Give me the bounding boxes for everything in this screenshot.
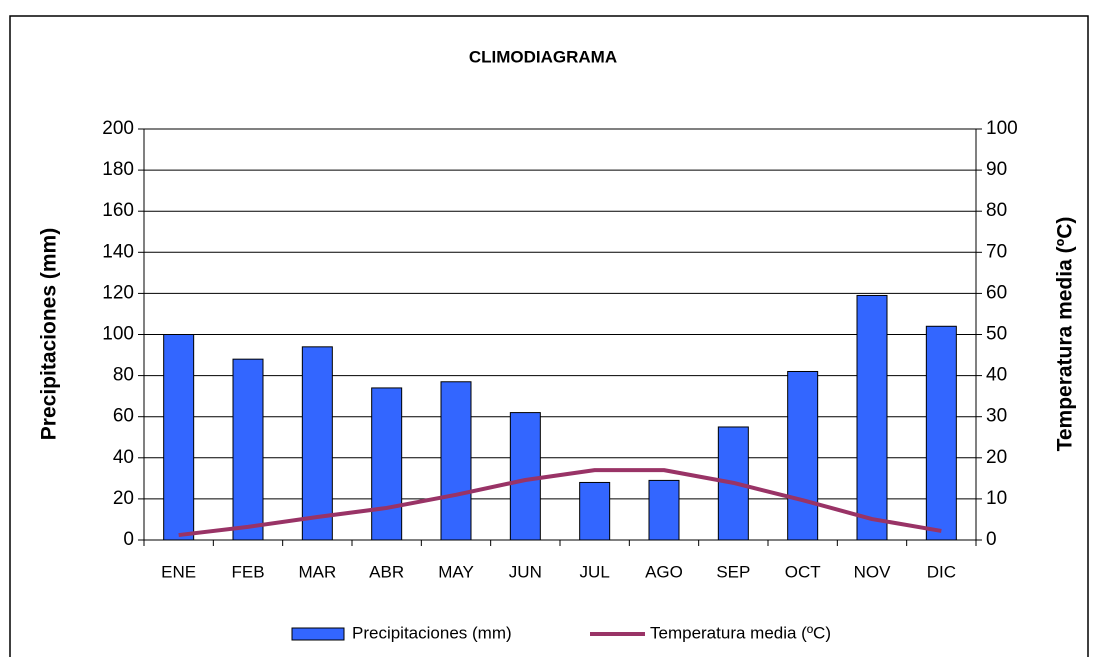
y2-tick-label: 50 <box>986 324 1007 345</box>
y-tick-label: 120 <box>102 282 134 303</box>
y-tick-label: 80 <box>113 365 134 386</box>
line <box>178 468 942 538</box>
bar <box>163 334 195 541</box>
y2-tick-label: 60 <box>986 282 1007 303</box>
x-tick-label: DIC <box>927 562 956 581</box>
x-tick-label: SEP <box>716 562 750 581</box>
y2-tick-label: 40 <box>986 365 1007 386</box>
y2-tick-label: 0 <box>986 529 997 550</box>
y-tick-label: 160 <box>102 200 134 221</box>
x-tick-label: AGO <box>645 562 683 581</box>
y-tick-label: 100 <box>102 324 134 345</box>
y2-tick-label: 20 <box>986 447 1007 468</box>
bar <box>787 370 819 541</box>
y-tick-label: 180 <box>102 159 134 180</box>
bar <box>925 325 957 541</box>
y2-tick-label: 70 <box>986 241 1007 262</box>
y-tick-label: 60 <box>113 406 134 427</box>
bar <box>371 387 403 541</box>
y2-tick-label: 90 <box>986 159 1007 180</box>
y-tick-label: 140 <box>102 241 134 262</box>
x-tick-label: JUN <box>509 562 542 581</box>
y2-tick-label: 10 <box>986 488 1007 509</box>
bar <box>232 358 264 541</box>
y-axis-title: Precipitaciones (mm) <box>38 228 61 440</box>
x-tick-label: MAR <box>298 562 336 581</box>
x-tick-label: ABR <box>369 562 404 581</box>
x-tick-label: FEB <box>231 562 264 581</box>
chart-title: CLIMODIAGRAMA <box>469 47 617 66</box>
x-tick-label: NOV <box>854 562 892 581</box>
bar <box>509 412 541 541</box>
y-tick-label: 20 <box>113 488 134 509</box>
x-tick-label: MAY <box>438 562 474 581</box>
x-tick-label: ENE <box>161 562 196 581</box>
y2-tick-label: 30 <box>986 406 1007 427</box>
bar <box>648 479 680 541</box>
bar <box>440 381 472 541</box>
bar <box>856 294 888 541</box>
y-tick-label: 40 <box>113 447 134 468</box>
legend-label: Temperatura media (ºC) <box>650 623 831 642</box>
y-tick-label: 200 <box>102 118 134 139</box>
y2-axis-title: Temperatura media (ºC) <box>1054 217 1077 452</box>
y2-tick-label: 80 <box>986 200 1007 221</box>
bar <box>579 481 611 541</box>
x-tick-label: OCT <box>785 562 821 581</box>
y-tick-label: 0 <box>123 529 134 550</box>
x-tick-label: JUL <box>580 562 610 581</box>
y2-tick-label: 100 <box>986 118 1018 139</box>
legend-label: Precipitaciones (mm) <box>352 623 512 642</box>
legend-swatch <box>291 627 345 641</box>
bar <box>301 346 333 541</box>
